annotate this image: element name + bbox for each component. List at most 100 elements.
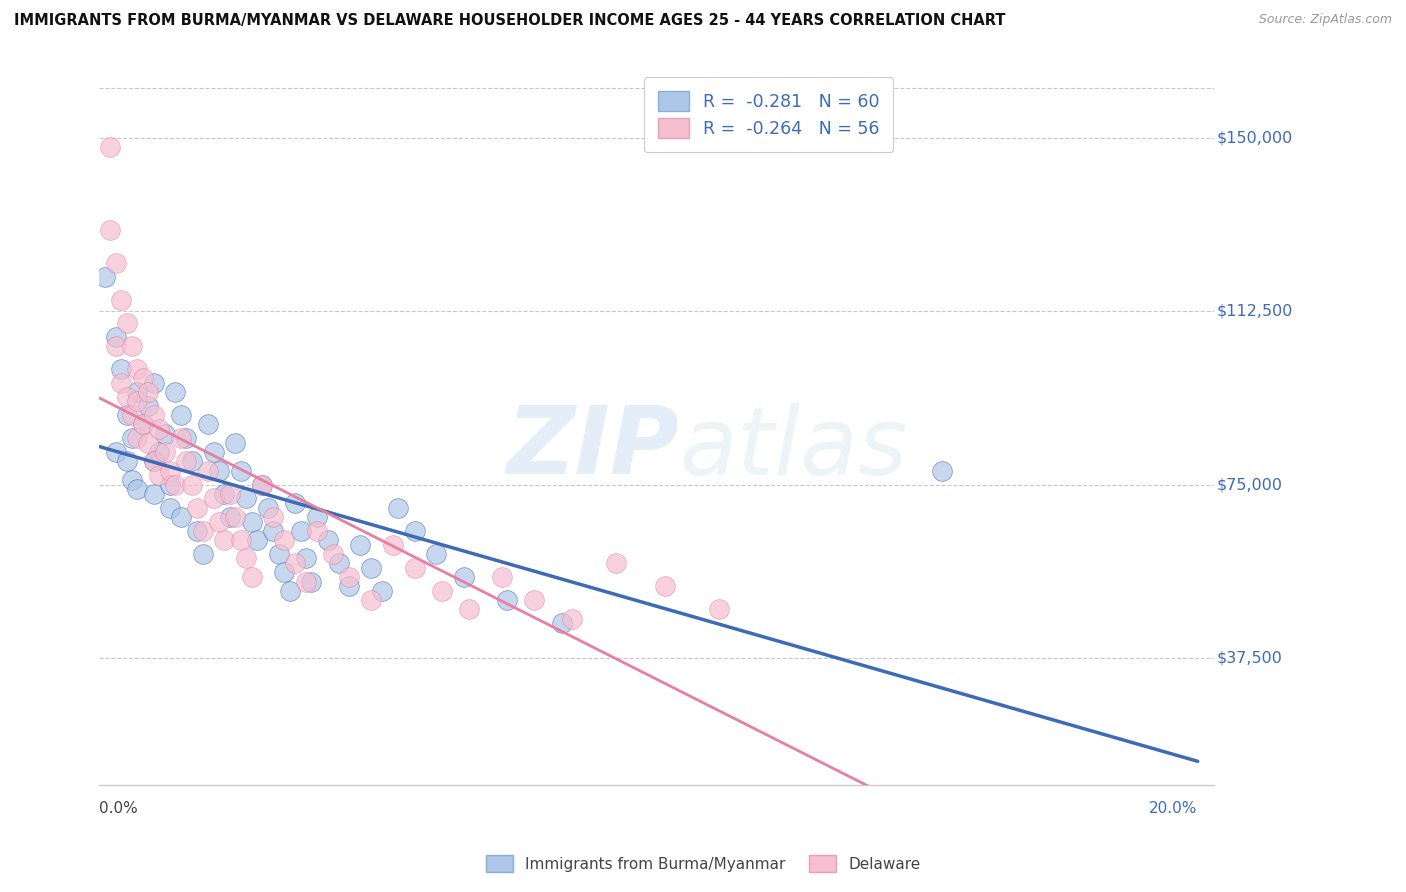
Point <box>257 500 280 515</box>
Point <box>136 399 159 413</box>
Point <box>159 477 181 491</box>
Point <box>94 269 117 284</box>
Point <box>218 487 240 501</box>
Point <box>491 570 513 584</box>
Point <box>197 417 219 432</box>
Point <box>98 140 121 154</box>
Point <box>229 533 252 547</box>
Point <box>208 464 231 478</box>
Point <box>176 454 198 468</box>
Point <box>360 560 382 574</box>
Point <box>127 394 149 409</box>
Point <box>561 611 583 625</box>
Point <box>709 602 731 616</box>
Point <box>550 616 572 631</box>
Text: $75,000: $75,000 <box>1216 477 1282 492</box>
Legend: Immigrants from Burma/Myanmar, Delaware: Immigrants from Burma/Myanmar, Delaware <box>478 847 928 880</box>
Point <box>458 602 481 616</box>
Point <box>165 477 187 491</box>
Text: ZIP: ZIP <box>506 402 679 494</box>
Point <box>299 574 322 589</box>
Point <box>224 436 246 450</box>
Point <box>127 431 149 445</box>
Point <box>115 454 138 468</box>
Point <box>430 583 453 598</box>
Point <box>110 293 132 307</box>
Point <box>115 316 138 330</box>
Point <box>153 445 176 459</box>
Point <box>121 473 143 487</box>
Point <box>142 487 165 501</box>
Point <box>328 556 350 570</box>
Point <box>98 223 121 237</box>
Point <box>127 482 149 496</box>
Point <box>127 362 149 376</box>
Point <box>252 477 274 491</box>
Point <box>224 509 246 524</box>
Point <box>240 570 263 584</box>
Point <box>349 538 371 552</box>
Point <box>387 500 409 515</box>
Point <box>132 417 155 432</box>
Point <box>404 560 426 574</box>
Point <box>132 417 155 432</box>
Point <box>208 515 231 529</box>
Point <box>654 579 676 593</box>
Point <box>316 533 339 547</box>
Point <box>170 431 193 445</box>
Point <box>132 371 155 385</box>
Point <box>115 408 138 422</box>
Text: $150,000: $150,000 <box>1216 130 1292 145</box>
Point <box>165 385 187 400</box>
Point <box>496 593 519 607</box>
Point <box>218 509 240 524</box>
Legend: R =  -0.281   N = 60, R =  -0.264   N = 56: R = -0.281 N = 60, R = -0.264 N = 56 <box>644 78 893 152</box>
Point <box>214 487 236 501</box>
Point <box>197 464 219 478</box>
Point <box>186 500 208 515</box>
Point <box>148 468 170 483</box>
Point <box>295 574 318 589</box>
Point <box>262 524 284 538</box>
Text: 0.0%: 0.0% <box>100 801 138 815</box>
Point <box>202 445 225 459</box>
Point <box>142 454 165 468</box>
Point <box>322 547 344 561</box>
Point <box>159 464 181 478</box>
Point <box>136 436 159 450</box>
Point <box>202 491 225 506</box>
Point <box>186 524 208 538</box>
Point <box>127 385 149 400</box>
Point <box>180 454 202 468</box>
Point <box>278 583 301 598</box>
Point <box>290 524 312 538</box>
Point <box>371 583 394 598</box>
Point <box>148 422 170 436</box>
Point <box>214 533 236 547</box>
Point <box>453 570 475 584</box>
Point <box>121 339 143 353</box>
Point <box>262 509 284 524</box>
Point <box>176 431 198 445</box>
Point <box>104 329 127 343</box>
Point <box>121 431 143 445</box>
Point <box>148 445 170 459</box>
Text: Source: ZipAtlas.com: Source: ZipAtlas.com <box>1258 13 1392 27</box>
Point <box>104 255 127 269</box>
Point <box>104 339 127 353</box>
Point <box>110 376 132 390</box>
Point <box>170 408 193 422</box>
Point <box>267 547 290 561</box>
Point <box>360 593 382 607</box>
Text: $112,500: $112,500 <box>1216 303 1292 318</box>
Point <box>404 524 426 538</box>
Point <box>142 408 165 422</box>
Point <box>382 538 405 552</box>
Point <box>425 547 447 561</box>
Point <box>115 390 138 404</box>
Point <box>339 570 361 584</box>
Point <box>235 491 257 506</box>
Point <box>931 464 953 478</box>
Text: 20.0%: 20.0% <box>1149 801 1198 815</box>
Point <box>229 464 252 478</box>
